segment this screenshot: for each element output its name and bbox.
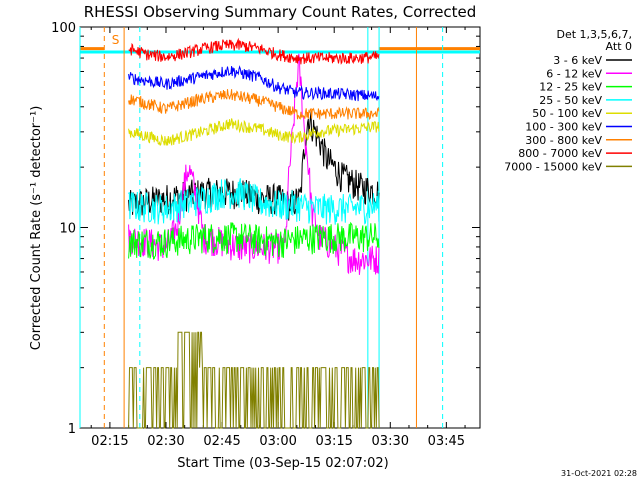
flag-label: S [112, 33, 120, 47]
legend-header: Det 1,3,5,6,7, [556, 28, 632, 41]
plot-area: 02:15 02:30 02:45 03:00 03:15 03:30 03:45 1 10 10… [51, 21, 481, 449]
x-tick-label: 02:15 [91, 434, 128, 449]
series-line [128, 118, 380, 147]
x-tick-label: 03:15 [315, 434, 352, 449]
x-tick-label: 03:30 [372, 434, 409, 449]
legend-header: Att 0 [606, 40, 632, 53]
x-axis-label: Start Time (03-Sep-15 02:07:02) [177, 456, 388, 471]
series-line [128, 89, 380, 120]
series-line [128, 37, 380, 65]
y-tick-label: 100 [51, 21, 76, 36]
legend-entry-label: 12 - 25 keV [539, 81, 602, 94]
footer-timestamp: 31-Oct-2021 02:28 [561, 469, 637, 478]
legend-entry-label: 50 - 100 keV [532, 107, 602, 120]
x-tick-label: 02:30 [147, 434, 184, 449]
legend-entry-label: 300 - 800 keV [525, 134, 602, 147]
legend-entry-label: 25 - 50 keV [539, 94, 602, 107]
legend-entry-label: 3 - 6 keV [553, 54, 602, 67]
series-line [128, 178, 380, 225]
y-tick-label: 10 [59, 222, 76, 237]
y-tick-label: 1 [68, 422, 76, 437]
legend-entry-label: 6 - 12 keV [546, 67, 602, 80]
legend-entry-label: 800 - 7000 keV [518, 147, 602, 160]
y-axis-label: Corrected Count Rate (s⁻¹ detector⁻¹) [29, 106, 44, 351]
series-line [128, 221, 380, 260]
legend-entry-label: 7000 - 15000 keV [504, 160, 602, 173]
legend-entry-label: 100 - 300 keV [525, 121, 602, 134]
x-tick-label: 03:45 [428, 434, 465, 449]
x-tick-label: 03:00 [259, 434, 296, 449]
chart-title: RHESSI Observing Summary Count Rates, Co… [84, 3, 477, 21]
series-line [128, 331, 380, 429]
series-line [128, 65, 380, 102]
x-tick-label: 02:45 [203, 434, 240, 449]
